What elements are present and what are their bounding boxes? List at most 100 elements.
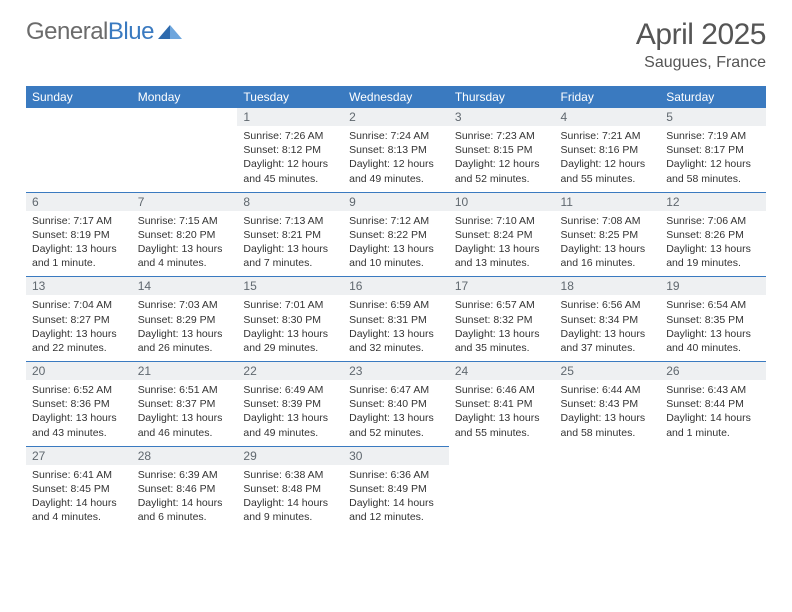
sunset-text: Sunset: 8:34 PM [561,313,655,327]
day-number: 19 [660,276,766,295]
calendar-cell [26,108,132,192]
day-details: Sunrise: 7:15 AMSunset: 8:20 PMDaylight:… [132,211,238,277]
day-number: 23 [343,361,449,380]
day-details: Sunrise: 7:21 AMSunset: 8:16 PMDaylight:… [555,126,661,192]
day-details: Sunrise: 6:51 AMSunset: 8:37 PMDaylight:… [132,380,238,446]
calendar-cell: 20Sunrise: 6:52 AMSunset: 8:36 PMDayligh… [26,361,132,446]
calendar-cell: 16Sunrise: 6:59 AMSunset: 8:31 PMDayligh… [343,276,449,361]
day-details: Sunrise: 6:38 AMSunset: 8:48 PMDaylight:… [237,465,343,531]
sunset-text: Sunset: 8:24 PM [455,228,549,242]
weekday-header: Monday [132,86,238,108]
sunrise-text: Sunrise: 7:13 AM [243,214,337,228]
sunrise-text: Sunrise: 6:59 AM [349,298,443,312]
day-number: 22 [237,361,343,380]
header: GeneralBlue April 2025 Saugues, France [26,18,766,72]
sunset-text: Sunset: 8:20 PM [138,228,232,242]
day-number: 21 [132,361,238,380]
calendar-cell: 21Sunrise: 6:51 AMSunset: 8:37 PMDayligh… [132,361,238,446]
day-details: Sunrise: 6:44 AMSunset: 8:43 PMDaylight:… [555,380,661,446]
day-details: Sunrise: 7:23 AMSunset: 8:15 PMDaylight:… [449,126,555,192]
sunset-text: Sunset: 8:30 PM [243,313,337,327]
calendar-cell: 17Sunrise: 6:57 AMSunset: 8:32 PMDayligh… [449,276,555,361]
calendar-cell: 28Sunrise: 6:39 AMSunset: 8:46 PMDayligh… [132,446,238,531]
brand-part1: General [26,18,108,46]
daylight-text: Daylight: 13 hours and 46 minutes. [138,411,232,439]
calendar-cell: 3Sunrise: 7:23 AMSunset: 8:15 PMDaylight… [449,108,555,192]
day-number: 3 [449,108,555,126]
day-details: Sunrise: 7:01 AMSunset: 8:30 PMDaylight:… [237,295,343,361]
calendar-row: 13Sunrise: 7:04 AMSunset: 8:27 PMDayligh… [26,276,766,361]
calendar-cell: 15Sunrise: 7:01 AMSunset: 8:30 PMDayligh… [237,276,343,361]
daylight-text: Daylight: 13 hours and 13 minutes. [455,242,549,270]
calendar-cell: 30Sunrise: 6:36 AMSunset: 8:49 PMDayligh… [343,446,449,531]
sunset-text: Sunset: 8:44 PM [666,397,760,411]
sunset-text: Sunset: 8:49 PM [349,482,443,496]
brand-part2: Blue [108,18,154,46]
day-details: Sunrise: 7:26 AMSunset: 8:12 PMDaylight:… [237,126,343,192]
sunset-text: Sunset: 8:12 PM [243,143,337,157]
sunrise-text: Sunrise: 6:49 AM [243,383,337,397]
day-details: Sunrise: 6:36 AMSunset: 8:49 PMDaylight:… [343,465,449,531]
daylight-text: Daylight: 13 hours and 32 minutes. [349,327,443,355]
day-details: Sunrise: 7:13 AMSunset: 8:21 PMDaylight:… [237,211,343,277]
day-number: 27 [26,446,132,465]
day-details: Sunrise: 7:06 AMSunset: 8:26 PMDaylight:… [660,211,766,277]
sunrise-text: Sunrise: 6:38 AM [243,468,337,482]
sunset-text: Sunset: 8:22 PM [349,228,443,242]
weekday-header: Wednesday [343,86,449,108]
sunrise-text: Sunrise: 7:12 AM [349,214,443,228]
daylight-text: Daylight: 13 hours and 19 minutes. [666,242,760,270]
sunset-text: Sunset: 8:16 PM [561,143,655,157]
calendar-cell [449,446,555,531]
sunrise-text: Sunrise: 7:04 AM [32,298,126,312]
daylight-text: Daylight: 13 hours and 10 minutes. [349,242,443,270]
day-number: 29 [237,446,343,465]
day-number: 9 [343,192,449,211]
calendar-cell: 7Sunrise: 7:15 AMSunset: 8:20 PMDaylight… [132,192,238,277]
weekday-header: Thursday [449,86,555,108]
day-number: 30 [343,446,449,465]
day-details: Sunrise: 7:08 AMSunset: 8:25 PMDaylight:… [555,211,661,277]
calendar-cell: 10Sunrise: 7:10 AMSunset: 8:24 PMDayligh… [449,192,555,277]
calendar-row: 1Sunrise: 7:26 AMSunset: 8:12 PMDaylight… [26,108,766,192]
page-title: April 2025 [636,18,766,52]
sunrise-text: Sunrise: 6:41 AM [32,468,126,482]
sunrise-text: Sunrise: 7:08 AM [561,214,655,228]
day-number: 14 [132,276,238,295]
calendar-cell: 1Sunrise: 7:26 AMSunset: 8:12 PMDaylight… [237,108,343,192]
day-details: Sunrise: 7:19 AMSunset: 8:17 PMDaylight:… [660,126,766,192]
sunrise-text: Sunrise: 6:56 AM [561,298,655,312]
calendar-cell: 29Sunrise: 6:38 AMSunset: 8:48 PMDayligh… [237,446,343,531]
day-number: 28 [132,446,238,465]
calendar-header-row: Sunday Monday Tuesday Wednesday Thursday… [26,86,766,108]
calendar-cell: 14Sunrise: 7:03 AMSunset: 8:29 PMDayligh… [132,276,238,361]
day-number: 20 [26,361,132,380]
day-details: Sunrise: 6:57 AMSunset: 8:32 PMDaylight:… [449,295,555,361]
calendar-body: 1Sunrise: 7:26 AMSunset: 8:12 PMDaylight… [26,108,766,530]
daylight-text: Daylight: 14 hours and 4 minutes. [32,496,126,524]
sunset-text: Sunset: 8:26 PM [666,228,760,242]
calendar-cell: 5Sunrise: 7:19 AMSunset: 8:17 PMDaylight… [660,108,766,192]
sunrise-text: Sunrise: 6:57 AM [455,298,549,312]
location-subtitle: Saugues, France [636,54,766,72]
calendar-row: 27Sunrise: 6:41 AMSunset: 8:45 PMDayligh… [26,446,766,531]
day-details: Sunrise: 6:41 AMSunset: 8:45 PMDaylight:… [26,465,132,531]
daylight-text: Daylight: 13 hours and 16 minutes. [561,242,655,270]
calendar-cell: 9 Sunrise: 7:12 AMSunset: 8:22 PMDaylight… [343,192,449,277]
sunset-text: Sunset: 8:21 PM [243,228,337,242]
daylight-text: Daylight: 14 hours and 9 minutes. [243,496,337,524]
page: GeneralBlue April 2025 Saugues, France S… [0,0,792,530]
daylight-text: Daylight: 13 hours and 55 minutes. [455,411,549,439]
sunset-text: Sunset: 8:17 PM [666,143,760,157]
daylight-text: Daylight: 13 hours and 58 minutes. [561,411,655,439]
calendar-table: Sunday Monday Tuesday Wednesday Thursday… [26,86,766,530]
sunset-text: Sunset: 8:39 PM [243,397,337,411]
sunrise-text: Sunrise: 6:47 AM [349,383,443,397]
sunset-text: Sunset: 8:19 PM [32,228,126,242]
daylight-text: Daylight: 13 hours and 52 minutes. [349,411,443,439]
daylight-text: Daylight: 13 hours and 26 minutes. [138,327,232,355]
sunrise-text: Sunrise: 7:03 AM [138,298,232,312]
day-details: Sunrise: 6:46 AMSunset: 8:41 PMDaylight:… [449,380,555,446]
calendar-row: 6Sunrise: 7:17 AMSunset: 8:19 PMDaylight… [26,192,766,277]
sunset-text: Sunset: 8:15 PM [455,143,549,157]
